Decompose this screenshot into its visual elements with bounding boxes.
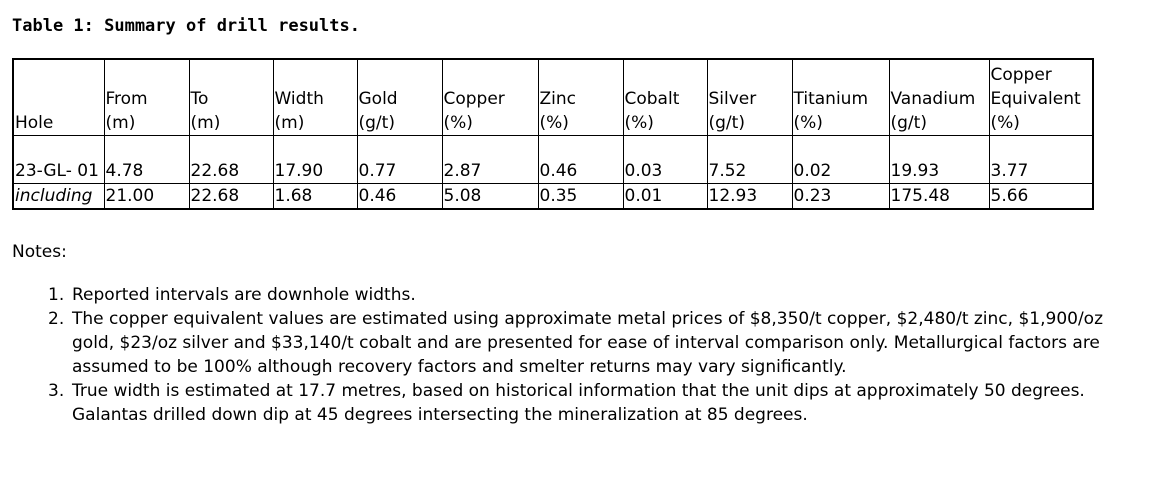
table-cell: 5.66 [988,182,1094,209]
table-cell: 5.08 [441,182,539,209]
note-text: The copper equivalent values are estimat… [72,309,1103,377]
note-text: Reported intervals are downhole widths. [72,285,416,305]
table-cell: 0.02 [791,134,890,184]
note-item: 3. True width is estimated at 17.7 metre… [48,379,1132,427]
note-item: 1. Reported intervals are downhole width… [48,283,1132,307]
note-item: 2. The copper equivalent values are esti… [48,307,1132,379]
column-header: Zinc (%) [537,58,624,136]
table-header-row: Hole From (m) To (m) Width (m) Gold (g/t… [12,58,1094,136]
column-header: From (m) [103,58,190,136]
note-number: 2. [48,309,65,329]
table-cell: 4.78 [103,134,190,184]
table-cell-hole: 23-GL- 01 [12,134,105,184]
column-header: Silver (g/t) [706,58,793,136]
column-header: Vanadium (g/t) [888,58,990,136]
table-cell: 12.93 [706,182,793,209]
table-cell: 175.48 [888,182,990,209]
column-header: Cobalt (%) [622,58,708,136]
table-cell: 21.00 [103,182,190,209]
table-cell-hole: including [12,182,105,209]
table-cell: 22.68 [188,134,274,184]
table-cell: 22.68 [188,182,274,209]
notes-label: Notes: [12,242,67,262]
notes-list: 1. Reported intervals are downhole width… [48,283,1132,427]
note-number: 1. [48,285,65,305]
table-cell: 0.46 [356,182,443,209]
table-cell: 2.87 [441,134,539,184]
column-header: To (m) [188,58,274,136]
table-cell: 0.46 [537,134,624,184]
column-header: Hole [12,58,105,136]
table-row: 23-GL- 01 4.78 22.68 17.90 0.77 2.87 0.4… [12,134,1094,184]
column-header: Copper Equivalent (%) [988,58,1094,136]
table-cell: 0.03 [622,134,708,184]
table-cell: 0.35 [537,182,624,209]
table-cell: 7.52 [706,134,793,184]
table-cell: 17.90 [272,134,358,184]
column-header: Gold (g/t) [356,58,443,136]
table-title: Table 1: Summary of drill results. [12,16,360,36]
column-header: Copper (%) [441,58,539,136]
drill-results-table: Hole From (m) To (m) Width (m) Gold (g/t… [12,58,1094,210]
table-cell: 1.68 [272,182,358,209]
table-cell: 0.77 [356,134,443,184]
table-cell: 0.23 [791,182,890,209]
table-cell: 3.77 [988,134,1094,184]
column-header: Titanium (%) [791,58,890,136]
table-cell: 0.01 [622,182,708,209]
column-header: Width (m) [272,58,358,136]
note-number: 3. [48,381,65,401]
table-row: including 21.00 22.68 1.68 0.46 5.08 0.3… [12,182,1094,209]
note-text: True width is estimated at 17.7 metres, … [72,381,1085,425]
table-cell: 19.93 [888,134,990,184]
